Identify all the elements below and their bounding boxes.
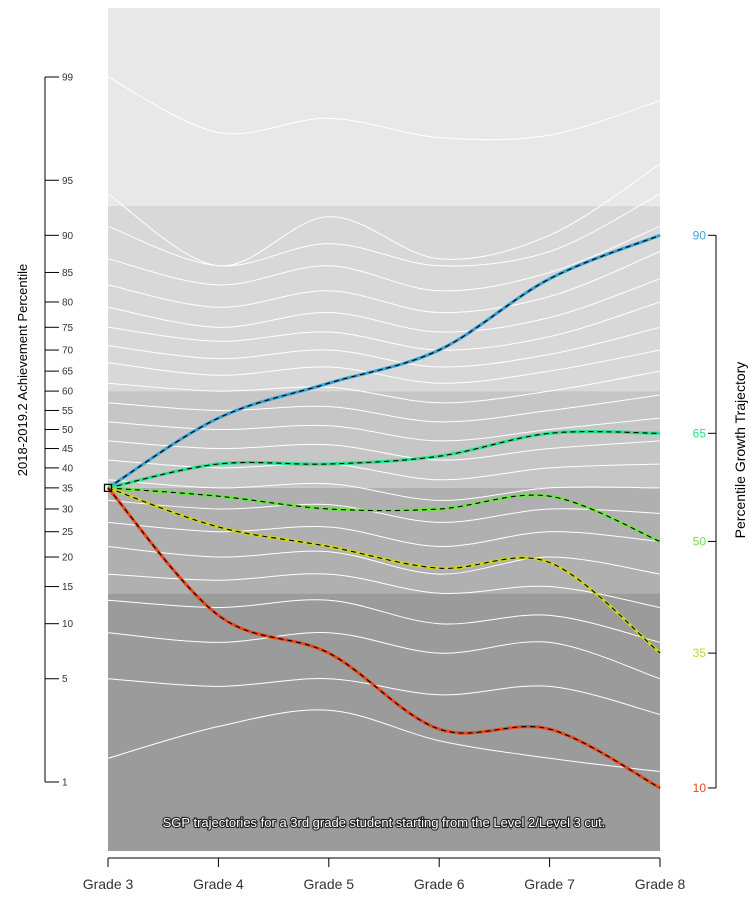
percentile-curve [107, 440, 661, 461]
right-axis-title: Percentile Growth Trajectory [732, 362, 748, 539]
left-axis-tick-label: 65 [62, 367, 74, 378]
level-band [108, 487, 660, 594]
x-axis-tick-label: Grade 6 [414, 876, 465, 892]
left-axis-tick-label: 90 [62, 231, 74, 242]
left-axis-tick-label: 30 [62, 504, 74, 515]
percentile-curve [107, 370, 661, 404]
level-band [108, 8, 660, 206]
left-axis-tick-label: 70 [62, 346, 74, 357]
right-axis-tick-label: 65 [693, 426, 707, 440]
left-axis-tick-label: 20 [62, 553, 74, 564]
left-axis-tick-label: 40 [62, 463, 74, 474]
left-axis-tick-label: 55 [62, 406, 74, 417]
percentile-curve [107, 546, 661, 575]
right-axis-tick-label: 50 [693, 534, 707, 548]
percentile-curve [107, 417, 661, 442]
right-y-axis: 90 65 50 35 10 [693, 228, 717, 795]
percentile-curve [107, 709, 661, 772]
trajectory-dash-10 [107, 487, 661, 789]
percentile-curve [107, 479, 661, 501]
achievement-level-bands [108, 8, 660, 851]
percentile-curve [107, 349, 661, 384]
trajectory-dash-50 [107, 487, 661, 543]
trajectory-series [103, 233, 662, 790]
level-band [108, 391, 660, 488]
level-band [108, 593, 660, 851]
percentile-curve [107, 301, 661, 351]
percentile-curve [107, 163, 661, 267]
right-axis-tick-label: 90 [693, 228, 707, 242]
start-point-marker [103, 483, 113, 493]
percentile-curve [107, 521, 661, 548]
trajectory-dash-65 [107, 431, 661, 489]
right-axis-tick-label: 35 [693, 646, 707, 660]
left-axis-tick-label: 75 [62, 323, 74, 334]
percentile-curve [107, 599, 661, 643]
trajectory-dash-90 [107, 234, 661, 489]
x-axis-tick-label: Grade 7 [524, 876, 575, 892]
x-axis-tick-label: Grade 5 [304, 876, 355, 892]
percentile-curve [107, 394, 661, 423]
percentile-curve [107, 326, 661, 368]
left-axis-tick-label: 10 [62, 619, 74, 630]
x-axis: Grade 3 Grade 4 Grade 5 Grade 6 Grade 7 Grade… [83, 857, 686, 892]
y-axis-title: 2018-2019.2 Achievement Percentile [15, 264, 30, 476]
left-axis-tick-label: 80 [62, 297, 74, 308]
percentile-curve [107, 76, 661, 141]
left-axis-tick-label: 15 [62, 582, 74, 593]
percentile-curve [107, 678, 661, 715]
left-axis-tick-label: 99 [62, 73, 74, 84]
left-axis-tick-label: 85 [62, 268, 74, 279]
background-percentile-curves [107, 76, 661, 772]
left-axis-tick-label: 25 [62, 527, 74, 538]
percentile-curve [107, 251, 661, 314]
level-band [108, 205, 660, 392]
left-axis-tick-label: 45 [62, 444, 74, 455]
percentile-curve [107, 573, 661, 608]
percentile-curve [107, 499, 661, 523]
percentile-curve [107, 278, 661, 333]
x-axis-tick-label: Grade 3 [83, 876, 134, 892]
percentile-curve [107, 225, 661, 292]
trajectory-line-35 [107, 486, 662, 655]
x-axis-tick-label: Grade 8 [635, 876, 686, 892]
left-axis-tick-label: 1 [62, 778, 68, 789]
percentile-curve [107, 193, 661, 267]
x-axis-tick-label: Grade 4 [193, 876, 244, 892]
left-axis-tick-label: 5 [62, 674, 68, 685]
left-axis-tick-label: 50 [62, 425, 74, 436]
percentile-curve [107, 632, 661, 680]
left-axis-tick-label: 60 [62, 387, 74, 398]
left-axis-tick-label: 95 [62, 176, 74, 187]
chart-annotation: SGP trajectories for a 3rd grade student… [163, 815, 606, 830]
percentile-curve [107, 459, 661, 481]
left-axis-tick-label: 35 [62, 483, 74, 494]
right-axis-tick-label: 10 [693, 781, 707, 795]
